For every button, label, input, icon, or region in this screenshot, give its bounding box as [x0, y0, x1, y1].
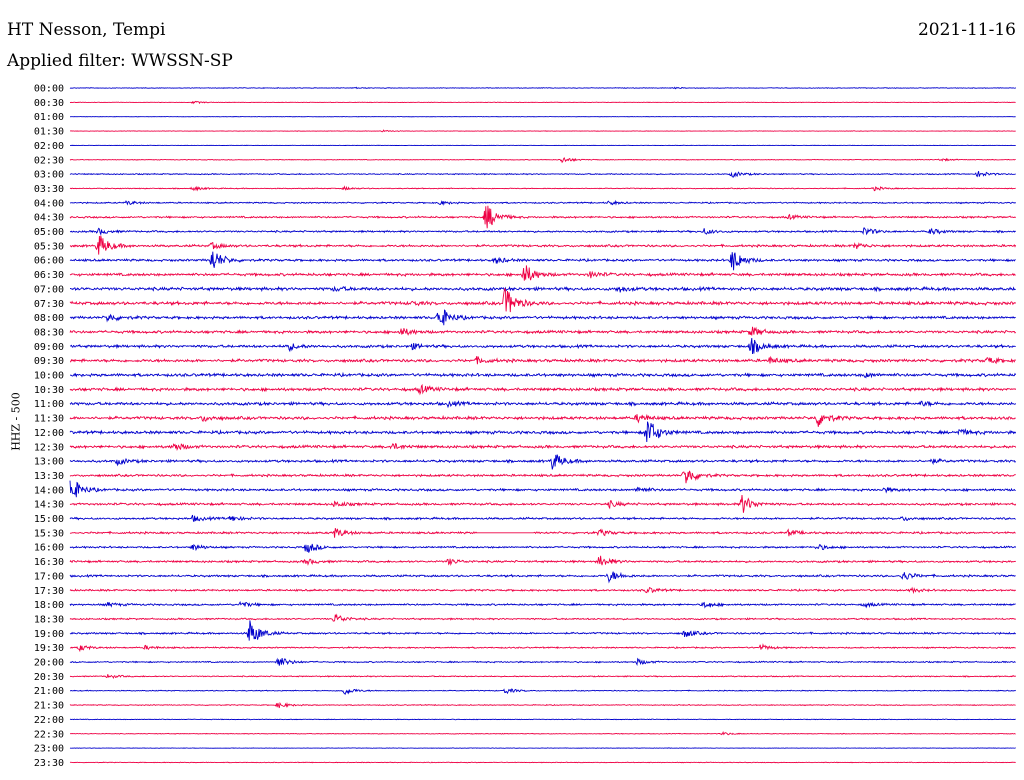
tick-label-1500: 15:00: [34, 514, 64, 525]
trace-1900: [69, 620, 1016, 641]
tick-label-0030: 00:30: [34, 98, 64, 109]
tick-label-1030: 10:30: [34, 385, 64, 396]
trace-0600: [69, 251, 1016, 271]
tick-label-1830: 18:30: [34, 614, 64, 625]
trace-0430: [69, 205, 1016, 229]
tick-label-2130: 21:30: [34, 701, 64, 712]
trace-0930: [69, 355, 1016, 365]
tick-label-1700: 17:00: [34, 571, 64, 582]
station-title: HT Nesson, Tempi: [7, 20, 166, 40]
trace-0800: [69, 309, 1016, 326]
tick-label-0100: 01:00: [34, 112, 64, 123]
tick-label-1730: 17:30: [34, 586, 64, 597]
trace-1800: [69, 601, 1016, 609]
tick-label-1900: 19:00: [34, 629, 64, 640]
date-label: 2021-11-16: [917, 20, 1016, 40]
tick-label-0200: 02:00: [34, 141, 64, 152]
trace-0700: [69, 285, 1016, 293]
trace-0000: [69, 86, 1017, 90]
tick-label-0600: 06:00: [34, 256, 64, 267]
tick-label-0700: 07:00: [34, 284, 64, 295]
tick-label-1400: 14:00: [34, 485, 64, 496]
trace-2200: [69, 718, 1016, 721]
trace-2330: [69, 761, 1016, 764]
trace-0630: [69, 265, 1016, 281]
trace-0730: [69, 287, 1017, 313]
tick-label-2230: 22:30: [34, 729, 64, 740]
tick-label-0830: 08:30: [34, 327, 64, 338]
trace-1230: [69, 443, 1017, 452]
trace-0500: [69, 227, 1016, 236]
trace-1330: [69, 470, 1016, 484]
trace-1000: [69, 371, 1017, 379]
trace-0330: [69, 185, 1016, 192]
trace-0030: [69, 100, 1016, 105]
tick-label-1930: 19:30: [34, 643, 64, 654]
tick-label-0000: 00:00: [34, 84, 64, 95]
tick-label-1300: 13:00: [34, 457, 64, 468]
tick-label-2000: 20:00: [34, 658, 64, 669]
trace-2230: [69, 731, 1016, 736]
trace-1530: [69, 527, 1016, 538]
trace-0300: [69, 171, 1016, 178]
trace-1830: [69, 613, 1016, 622]
trace-2100: [69, 688, 1016, 696]
trace-0130: [69, 129, 1016, 133]
tick-label-1100: 11:00: [34, 399, 64, 410]
tick-label-1800: 18:00: [34, 600, 64, 611]
tick-label-1130: 11:30: [34, 414, 64, 425]
tick-label-1600: 16:00: [34, 543, 64, 554]
tick-label-1330: 13:30: [34, 471, 64, 482]
trace-2300: [69, 747, 1016, 749]
filter-label: Applied filter: WWSSN-SP: [7, 51, 233, 71]
tick-label-1000: 10:00: [34, 371, 64, 382]
tick-label-0430: 04:30: [34, 213, 64, 224]
tick-label-0130: 01:30: [34, 127, 64, 138]
trace-1400: [69, 480, 1016, 498]
tick-label-0730: 07:30: [34, 299, 64, 310]
trace-0230: [69, 157, 1016, 164]
trace-1730: [69, 586, 1017, 595]
trace-0530: [69, 235, 1017, 255]
tick-label-2330: 23:30: [34, 758, 64, 769]
tick-label-2200: 22:00: [34, 715, 64, 726]
trace-1130: [69, 413, 1016, 427]
tick-label-0330: 03:30: [34, 184, 64, 195]
trace-1630: [69, 555, 1016, 566]
tick-label-1630: 16:30: [34, 557, 64, 568]
trace-1430: [69, 494, 1017, 513]
trace-0900: [69, 338, 1016, 354]
tick-label-0800: 08:00: [34, 313, 64, 324]
trace-0400: [69, 199, 1016, 206]
trace-2030: [69, 674, 1017, 680]
tick-label-0900: 09:00: [34, 342, 64, 353]
tick-label-0300: 03:00: [34, 170, 64, 181]
trace-1930: [69, 643, 1016, 653]
tick-label-0500: 05:00: [34, 227, 64, 238]
trace-1500: [69, 514, 1016, 522]
tick-label-0630: 06:30: [34, 270, 64, 281]
tick-label-1200: 12:00: [34, 428, 64, 439]
trace-1100: [69, 400, 1017, 409]
trace-1700: [69, 571, 1016, 584]
trace-2130: [69, 701, 1016, 709]
tick-label-1430: 14:30: [34, 500, 64, 511]
trace-1030: [69, 383, 1017, 396]
tick-label-0930: 09:30: [34, 356, 64, 367]
tick-label-1530: 15:30: [34, 528, 64, 539]
trace-1600: [69, 543, 1017, 553]
tick-label-0230: 02:30: [34, 155, 64, 166]
tick-label-2300: 23:00: [34, 744, 64, 755]
tick-label-2100: 21:00: [34, 686, 64, 697]
trace-2000: [69, 657, 1016, 667]
trace-1300: [69, 454, 1017, 470]
trace-1200: [69, 421, 1017, 442]
tick-label-2030: 20:30: [34, 672, 64, 683]
tick-label-1230: 12:30: [34, 442, 64, 453]
trace-0830: [69, 326, 1017, 336]
tick-label-0530: 05:30: [34, 241, 64, 252]
tick-label-0400: 04:00: [34, 198, 64, 209]
